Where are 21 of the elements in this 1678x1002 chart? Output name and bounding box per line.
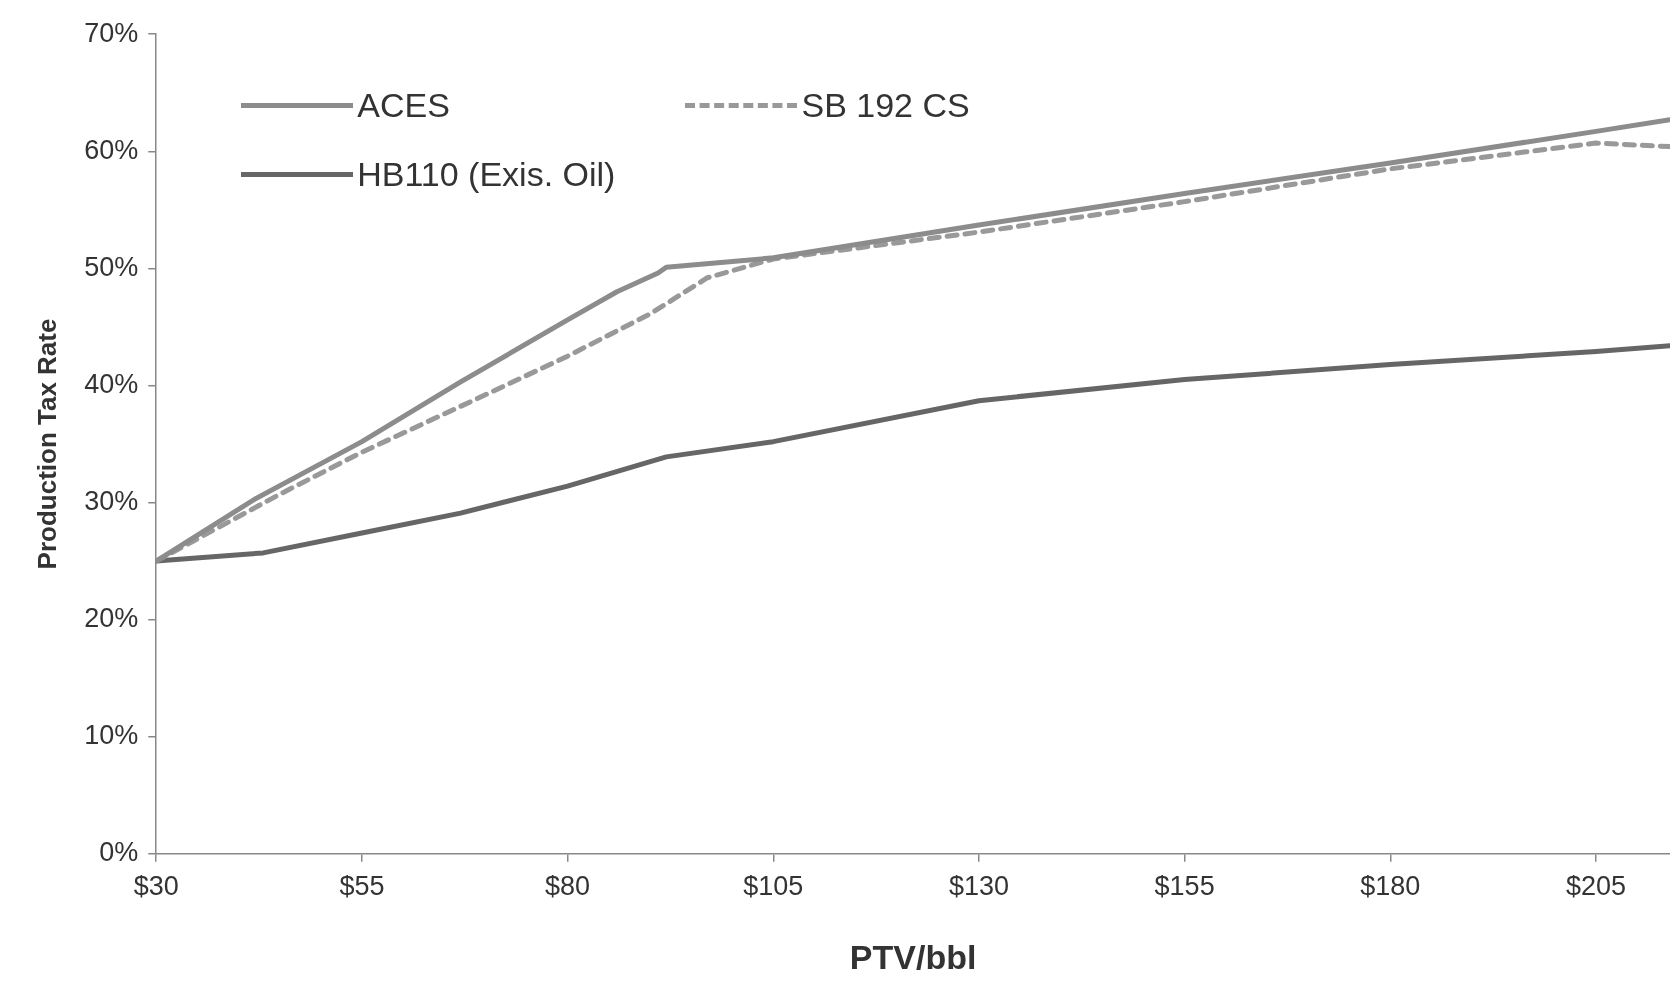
x-tick-label: $80 <box>545 871 591 902</box>
x-tick-label: $180 <box>1360 871 1421 902</box>
y-tick-label: 10% <box>84 720 139 751</box>
y-tick-label: 50% <box>84 251 139 282</box>
x-tick-label: $155 <box>1154 871 1215 902</box>
legend-label: HB110 (Exis. Oil) <box>357 155 616 195</box>
legend-label: ACES <box>357 86 450 126</box>
y-tick-label: 70% <box>84 17 139 48</box>
y-tick-label: 0% <box>99 837 139 868</box>
x-tick-label: $130 <box>948 871 1009 902</box>
x-tick-label: $105 <box>743 871 804 902</box>
y-tick-label: 20% <box>84 603 139 634</box>
y-tick-label: 30% <box>84 486 139 516</box>
y-axis-title: Production Tax Rate <box>31 318 62 570</box>
x-tick-label: $205 <box>1565 871 1626 902</box>
x-tick-label: $30 <box>133 871 179 902</box>
y-tick-label: 60% <box>84 134 139 165</box>
y-tick-label: 40% <box>84 368 139 399</box>
x-tick-label: $55 <box>339 871 385 902</box>
x-axis-title: PTV/bbl <box>849 937 977 976</box>
legend-label: SB 192 CS <box>801 86 970 126</box>
